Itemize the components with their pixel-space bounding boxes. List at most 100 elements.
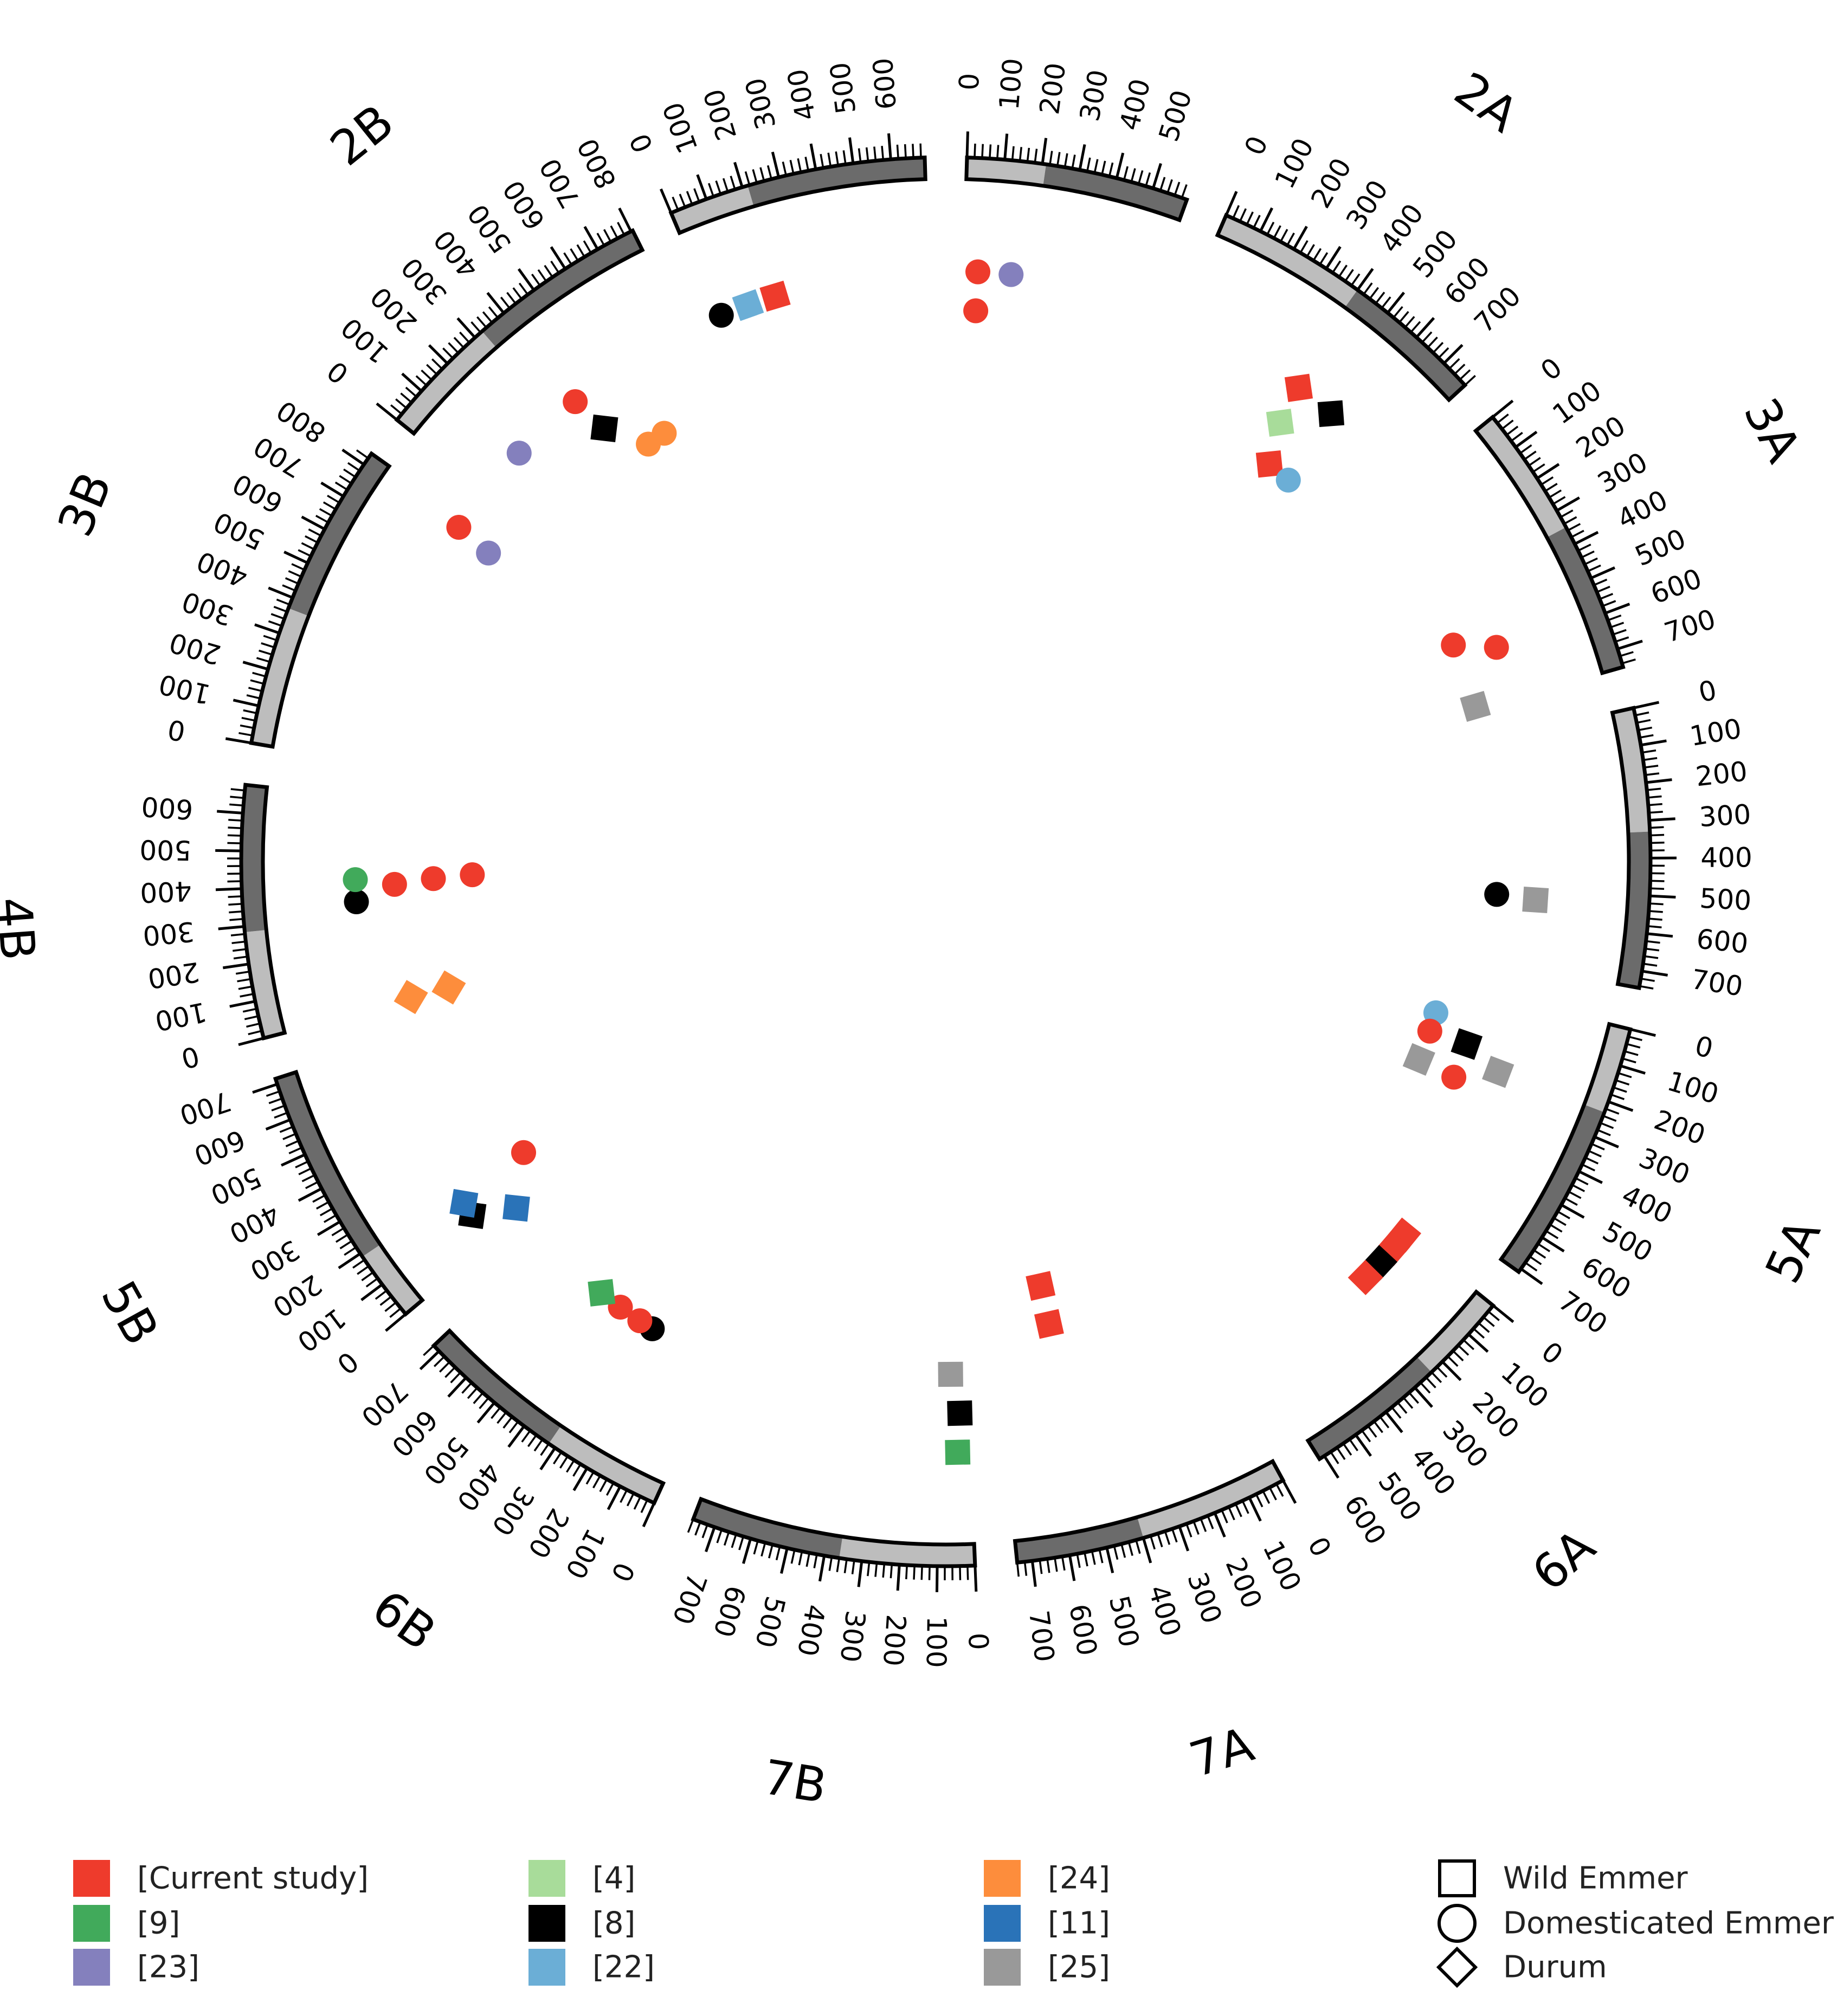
tick-mark [1473, 1328, 1485, 1339]
tick-mark [265, 1118, 291, 1131]
marker-7B-s9-square [945, 1439, 971, 1465]
tick-mark [428, 344, 449, 365]
tick-mark [572, 1463, 582, 1477]
tick-mark [352, 1259, 365, 1269]
chromosome-light-segment [1584, 1024, 1630, 1113]
tick-label: 0 [1239, 132, 1274, 160]
tick-mark [254, 623, 280, 635]
chromosome-outline [668, 155, 927, 236]
tick-mark [1587, 564, 1601, 572]
tick-mark [1432, 341, 1444, 354]
tick-mark [1086, 157, 1091, 172]
tick-mark [298, 549, 312, 557]
tick-label: 600 [1063, 1602, 1103, 1658]
tick-label: 200 [877, 1613, 912, 1667]
tick-mark [1056, 152, 1061, 166]
tick-mark [1084, 1552, 1088, 1567]
chromosome-light-segment [671, 185, 754, 233]
tick-mark [1646, 940, 1660, 944]
tick-label: 700 [1689, 964, 1745, 1003]
chromosome-dark-segment [241, 785, 267, 933]
tick-label: 100 [156, 668, 214, 710]
tick-mark [376, 402, 398, 421]
tick-mark [347, 462, 360, 472]
tick-mark [715, 180, 722, 195]
tick-label: 600 [190, 1123, 249, 1172]
tick-mark [1549, 1223, 1563, 1233]
marker-1B-s22-square [732, 289, 764, 321]
tick-mark [421, 369, 433, 381]
tick-mark [1591, 1143, 1605, 1151]
tick-mark [415, 375, 428, 386]
marker-6B-current-circle [627, 1308, 653, 1334]
tick-mark [1563, 516, 1577, 525]
tick-mark [1626, 1043, 1641, 1049]
chromosome-outline [964, 155, 1190, 223]
tick-mark [753, 1540, 759, 1555]
tick-mark [576, 244, 585, 257]
tick-mark [1398, 311, 1409, 324]
chromosome-label: 5B [91, 1272, 170, 1354]
marker-5B-s11-diamond [449, 1188, 479, 1218]
tick-mark [263, 635, 278, 642]
tick-mark [335, 1233, 349, 1243]
tick-mark [981, 144, 984, 158]
tick-mark [1649, 902, 1664, 906]
tick-label: 500 [1699, 883, 1752, 917]
tick-mark [1615, 1079, 1630, 1085]
tick-mark [1524, 1262, 1538, 1272]
tick-mark [1635, 711, 1649, 716]
tick-mark [360, 1283, 383, 1301]
tick-mark [215, 849, 242, 852]
tick-mark [476, 316, 487, 328]
chromosome-outline [1498, 1022, 1633, 1275]
tick-mark [1602, 1115, 1617, 1122]
tick-mark [1166, 179, 1173, 193]
tick-mark [672, 196, 679, 211]
legend-shape-circle: Domesticated Emmer [1438, 1904, 1834, 1943]
tick-mark [1350, 273, 1361, 286]
tick-mark [1185, 1523, 1193, 1537]
tick-mark [890, 1564, 893, 1579]
tick-mark [1552, 496, 1566, 505]
tick-mark [390, 404, 403, 415]
tick-mark [361, 1271, 374, 1282]
tick-label: 100 [1256, 1536, 1307, 1596]
tick-mark [1646, 932, 1673, 938]
tick-mark [1556, 496, 1580, 512]
marker-5A-s8-square [1451, 1028, 1483, 1060]
tick-label: 700 [666, 1569, 713, 1629]
tick-mark [1420, 1381, 1431, 1394]
tick-mark [444, 1366, 456, 1378]
tick-mark [450, 1372, 461, 1384]
tick-mark [271, 1104, 286, 1112]
tick-mark [365, 1277, 378, 1288]
tick-mark [248, 687, 263, 693]
tick-mark [1113, 1545, 1119, 1560]
tick-mark [500, 296, 511, 309]
tick-mark [1137, 170, 1144, 185]
tick-mark [323, 1214, 337, 1223]
tick-mark [268, 620, 282, 627]
tick-mark [1483, 1316, 1495, 1327]
tick-mark [315, 515, 329, 524]
tick-mark [315, 1201, 330, 1210]
tick-mark [1342, 1443, 1352, 1456]
tick-mark [301, 1174, 315, 1183]
chromosome-outline [1305, 1289, 1496, 1462]
tick-mark [1581, 550, 1595, 559]
tick-mark [288, 570, 302, 578]
legend-label: Domesticated Emmer [1503, 1906, 1834, 1941]
tick-mark [229, 917, 244, 921]
tick-mark [1491, 399, 1514, 418]
tick-mark [1639, 734, 1654, 739]
tick-mark [375, 1289, 388, 1300]
tick-mark [1281, 1479, 1297, 1504]
tick-mark [974, 1565, 978, 1592]
tick-mark [1241, 1500, 1249, 1514]
tick-mark [1248, 1497, 1262, 1522]
tick-mark [459, 331, 470, 344]
tick-mark [1427, 337, 1438, 348]
